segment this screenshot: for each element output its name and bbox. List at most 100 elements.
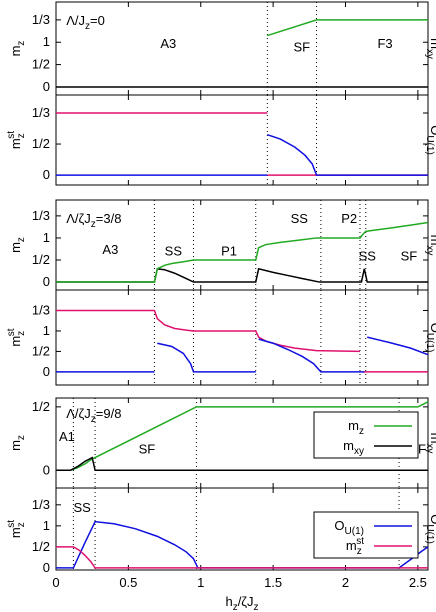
text-part: SF bbox=[139, 442, 156, 457]
text-base: O bbox=[428, 514, 436, 524]
text-part: =0 bbox=[90, 13, 105, 28]
text-sup: st bbox=[6, 131, 17, 139]
x-tick-label: 2.5 bbox=[409, 575, 427, 590]
x-tick-label: 1 bbox=[197, 575, 204, 590]
y-axis-label: mz bbox=[8, 237, 27, 253]
y-tick-label: 0 bbox=[43, 560, 50, 575]
annotation: P1 bbox=[221, 243, 237, 258]
annotation: A3 bbox=[102, 242, 118, 257]
text-part: =3/8 bbox=[96, 211, 122, 226]
plot-frame bbox=[55, 289, 429, 386]
data-line bbox=[56, 309, 428, 373]
legend-label: mzst bbox=[346, 536, 364, 557]
text-base: m bbox=[428, 235, 436, 246]
text-part: Λ/J bbox=[66, 13, 85, 28]
legend-box bbox=[313, 511, 419, 559]
text-sub: z bbox=[16, 522, 27, 527]
annotation: F3 bbox=[377, 36, 392, 51]
data-line bbox=[70, 401, 429, 471]
y-axis-label: mz bbox=[8, 435, 27, 451]
annotation: SS bbox=[359, 249, 377, 264]
text-part: P1 bbox=[221, 243, 237, 258]
annotation: A1 bbox=[59, 429, 75, 444]
y2-axis-label: mxy bbox=[424, 433, 436, 454]
x-tick-label: 1.5 bbox=[264, 575, 282, 590]
data-line bbox=[56, 112, 428, 176]
annotation: P2 bbox=[341, 211, 357, 226]
text-part: A1 bbox=[59, 429, 75, 444]
y-tick-label: 1/2 bbox=[32, 399, 50, 414]
plot-frame bbox=[55, 487, 429, 571]
plot-frame bbox=[55, 94, 429, 186]
text-base: m bbox=[8, 440, 23, 451]
text-base: m bbox=[348, 418, 359, 433]
annotation: SF bbox=[139, 442, 156, 457]
text-sup: st bbox=[6, 520, 17, 528]
text-part: P2 bbox=[341, 211, 357, 226]
text-part: Λ/ζJ bbox=[66, 406, 91, 421]
y-axis-label: mz bbox=[8, 41, 27, 57]
y2-axis-label: OU(1) bbox=[424, 323, 436, 353]
y-tick-label: 1/2 bbox=[32, 343, 50, 358]
annotation: Λ/Jz=0 bbox=[66, 13, 105, 32]
text-part: SS bbox=[359, 249, 377, 264]
y-tick-label: 1/2 bbox=[32, 136, 50, 151]
text-sub: z bbox=[16, 331, 27, 336]
data-line bbox=[56, 267, 428, 283]
text-sub: z bbox=[16, 41, 27, 46]
text-part: SS bbox=[73, 500, 91, 515]
x-tick-label: 0 bbox=[52, 575, 59, 590]
y2-axis-label: OU(1) bbox=[424, 125, 436, 155]
y-tick-label: 1/3 bbox=[32, 497, 50, 512]
text-sub: z bbox=[16, 435, 27, 440]
annotation: SF bbox=[401, 249, 418, 264]
text-part: z bbox=[85, 21, 90, 32]
text-base: O bbox=[428, 323, 436, 333]
text-base: m bbox=[8, 527, 23, 538]
text-part: SS bbox=[291, 211, 309, 226]
text-base: O bbox=[334, 518, 344, 533]
text-part: z bbox=[91, 219, 96, 230]
text-part: SS bbox=[165, 243, 183, 258]
data-line bbox=[267, 19, 428, 37]
data-line bbox=[56, 336, 429, 373]
text-part: SF bbox=[293, 40, 310, 55]
text-base: m bbox=[8, 336, 23, 347]
legend-label: mz bbox=[348, 418, 364, 437]
y-tick-label: 1/2 bbox=[32, 252, 50, 267]
y-tick-label: 0 bbox=[43, 462, 50, 477]
data-line bbox=[56, 456, 428, 471]
y-tick-label: 0 bbox=[43, 79, 50, 94]
y-tick-label: 1/2 bbox=[32, 539, 50, 554]
text-base: m bbox=[428, 38, 436, 49]
text-sub: xy bbox=[354, 446, 364, 457]
y2-axis-label: OU(1) bbox=[424, 514, 436, 544]
y-axis-label: mzst bbox=[6, 328, 27, 346]
x-tick-label: 0.5 bbox=[119, 575, 137, 590]
legend-label: OU(1) bbox=[334, 518, 364, 537]
y-tick-label: 1 bbox=[43, 518, 50, 533]
y-tick-label: 1/3 bbox=[32, 105, 50, 120]
text-sub: xy bbox=[424, 245, 435, 255]
legend-box bbox=[313, 411, 419, 459]
text-part: A3 bbox=[160, 36, 176, 51]
text-sub: z bbox=[16, 133, 27, 138]
y-tick-label: 0 bbox=[43, 364, 50, 379]
text-part: z bbox=[91, 414, 96, 425]
text-sub: z bbox=[16, 237, 27, 242]
y-tick-label: 1/3 bbox=[32, 302, 50, 317]
data-line bbox=[56, 134, 428, 176]
x-axis-label: hz/ζJz bbox=[225, 594, 258, 612]
text-base: m bbox=[8, 242, 23, 253]
y-tick-label: 1 bbox=[43, 230, 50, 245]
x-tick-label: 2 bbox=[342, 575, 349, 590]
y-axis-label: mzst bbox=[6, 520, 27, 538]
text-sub: U(1) bbox=[345, 526, 364, 537]
text-sub: xy bbox=[424, 49, 435, 59]
data-line bbox=[56, 546, 428, 569]
text-part: A3 bbox=[102, 242, 118, 257]
text-part: F3 bbox=[377, 36, 392, 51]
text-sup: st bbox=[356, 536, 364, 547]
y-tick-label: 1/3 bbox=[32, 12, 50, 27]
text-part: /ζJ bbox=[238, 594, 254, 609]
